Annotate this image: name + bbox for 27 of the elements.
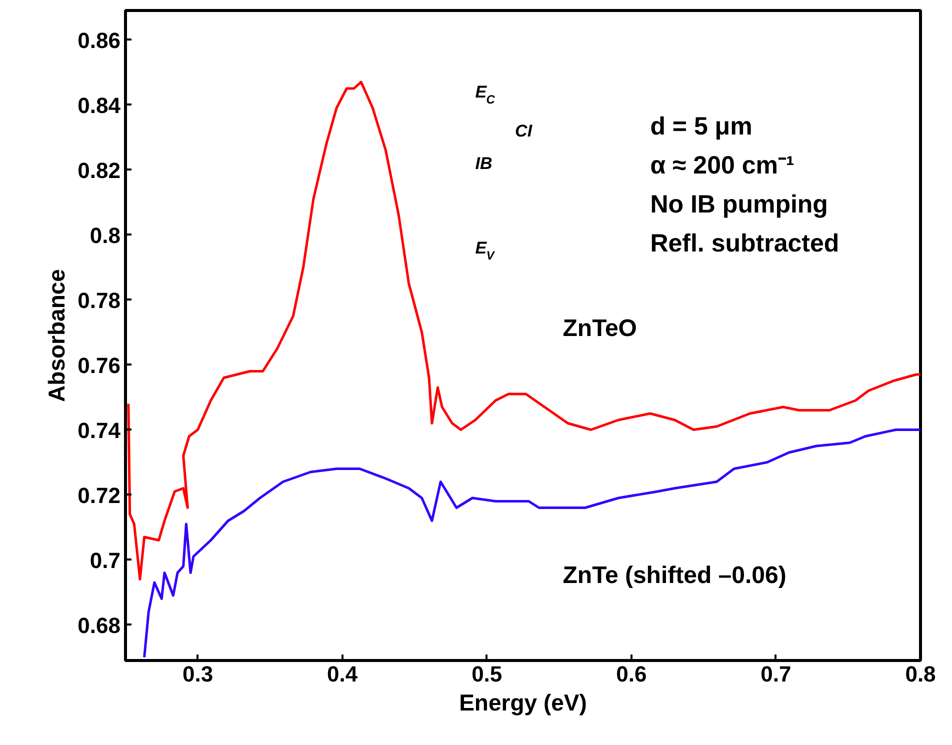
x-tick-label: 0.7 — [760, 662, 792, 686]
x-axis-title: Energy (eV) — [459, 690, 587, 716]
y-axis-title: Absorbance — [44, 269, 70, 402]
y-tick-label: 0.8 — [90, 222, 121, 248]
text: ZnTe (shifted –0.06) — [562, 562, 786, 589]
y-tick-label: 0.74 — [78, 418, 122, 443]
annotation: d = 5 μm — [650, 112, 752, 140]
x-tick-label: 0.8 — [905, 662, 936, 686]
x-tick-label: 0.5 — [472, 662, 502, 686]
x-tick-label: 0.3 — [182, 662, 214, 686]
annotation: CI — [515, 122, 534, 140]
y-tick-label: 0.84 — [78, 92, 122, 118]
y-tick-label: 0.82 — [78, 158, 121, 183]
y-tick-label: 0.7 — [90, 548, 121, 573]
annotation: Refl. subtracted — [650, 230, 840, 258]
x-tick-label: 0.4 — [327, 662, 358, 686]
y-tick-label: 0.68 — [78, 612, 121, 638]
y-tick-label: 0.76 — [78, 352, 121, 378]
x-tick-label: 0.6 — [616, 662, 647, 686]
y-tick-label: 0.86 — [78, 28, 121, 53]
annotation: IB — [475, 154, 492, 173]
annotation: No IB pumping — [650, 190, 828, 218]
annotation: α ≈ 200 cm⁻¹ — [650, 152, 794, 180]
text: ZnTeO — [562, 315, 637, 342]
line-series — [143, 428, 920, 658]
y-tick-label: 0.78 — [78, 288, 121, 313]
y-tick-label: 0.72 — [78, 482, 121, 508]
